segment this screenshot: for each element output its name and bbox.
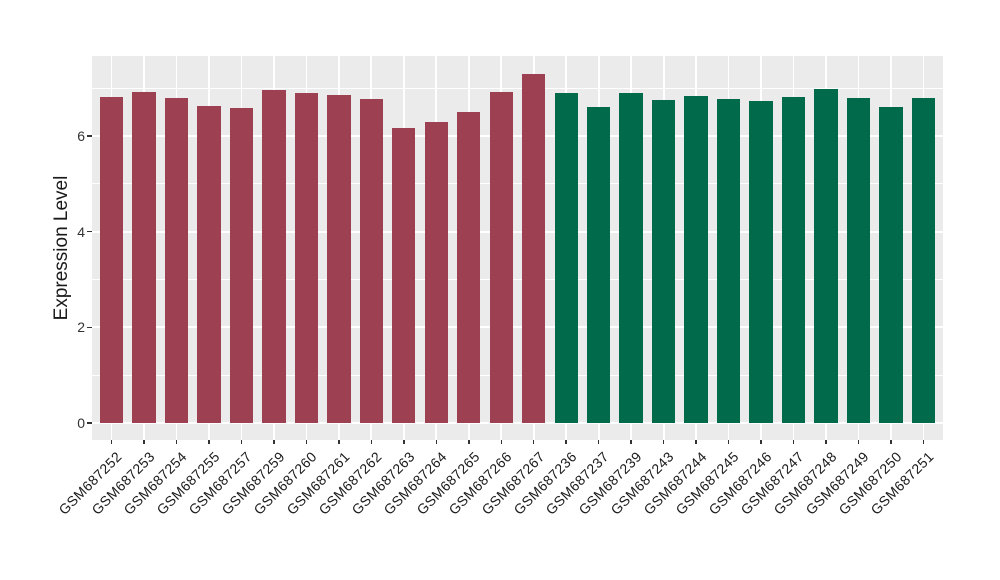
x-tick-mark bbox=[143, 440, 145, 444]
x-tick-mark bbox=[922, 440, 925, 444]
bar-GSM687249 bbox=[846, 97, 871, 423]
bar-GSM687260 bbox=[294, 92, 319, 423]
y-tick-mark bbox=[87, 230, 92, 233]
x-tick-mark bbox=[662, 440, 665, 444]
bar-GSM687252 bbox=[99, 96, 124, 423]
y-tick-label: 0 bbox=[77, 415, 85, 431]
bar-GSM687254 bbox=[164, 97, 189, 423]
bar-GSM687244 bbox=[684, 95, 708, 423]
x-tick-mark bbox=[338, 440, 340, 444]
bar-GSM687253 bbox=[132, 91, 156, 423]
bar-GSM687246 bbox=[749, 101, 773, 423]
gridline-y-major bbox=[92, 135, 943, 137]
x-tick-mark bbox=[597, 440, 600, 444]
bar-GSM687266 bbox=[489, 92, 513, 423]
x-tick-mark bbox=[760, 440, 762, 444]
x-tick-mark bbox=[500, 440, 502, 444]
x-tick-mark bbox=[403, 440, 405, 444]
y-tick-label: 2 bbox=[77, 319, 85, 336]
x-tick-mark bbox=[305, 440, 308, 444]
gridline-y-major bbox=[92, 326, 943, 329]
x-tick-mark bbox=[565, 440, 567, 444]
bar-GSM687236 bbox=[554, 92, 578, 423]
x-tick-mark bbox=[175, 440, 178, 444]
y-tick-mark bbox=[87, 326, 92, 329]
bar-GSM687248 bbox=[814, 89, 838, 423]
x-tick-mark bbox=[240, 440, 243, 444]
bar-GSM687245 bbox=[716, 99, 741, 423]
y-tick-label: 4 bbox=[77, 223, 85, 240]
bar-GSM687267 bbox=[522, 73, 546, 423]
bar-GSM687237 bbox=[587, 107, 611, 423]
gridline-y-minor bbox=[92, 374, 943, 376]
bar-GSM687243 bbox=[651, 100, 676, 423]
x-tick-mark bbox=[532, 440, 535, 444]
bar-GSM687264 bbox=[424, 121, 448, 423]
bar-GSM687247 bbox=[781, 96, 806, 423]
x-tick-mark bbox=[273, 440, 275, 444]
bar-GSM687250 bbox=[879, 106, 903, 423]
x-tick-mark bbox=[792, 440, 795, 444]
x-tick-mark bbox=[890, 440, 892, 444]
x-tick-mark bbox=[825, 440, 827, 444]
bar-GSM687265 bbox=[457, 111, 481, 423]
gridline-y-minor bbox=[92, 279, 943, 280]
bar-GSM687263 bbox=[392, 128, 416, 423]
gridline-y-minor bbox=[92, 87, 943, 89]
bar-GSM687257 bbox=[229, 107, 254, 423]
x-tick-mark bbox=[370, 440, 373, 444]
bar-GSM687259 bbox=[262, 90, 286, 423]
x-tick-mark bbox=[727, 440, 730, 444]
bar-GSM687239 bbox=[619, 92, 643, 423]
gridline-y-minor bbox=[92, 183, 943, 185]
plot-panel bbox=[92, 56, 943, 440]
bar-GSM687261 bbox=[327, 94, 351, 423]
bar-GSM687255 bbox=[197, 105, 221, 423]
x-tick-mark bbox=[110, 440, 113, 444]
bar-GSM687262 bbox=[359, 98, 384, 423]
gridline-y-major bbox=[92, 422, 943, 424]
x-tick-mark bbox=[468, 440, 470, 444]
bar-GSM687251 bbox=[911, 98, 936, 423]
x-tick-mark bbox=[435, 440, 438, 444]
y-tick-mark bbox=[87, 422, 92, 424]
y-axis-title: Expression Level bbox=[51, 175, 72, 321]
y-tick-label: 6 bbox=[77, 128, 85, 145]
gridline-y-major bbox=[92, 230, 943, 233]
x-tick-mark bbox=[208, 440, 210, 444]
x-tick-mark bbox=[630, 440, 632, 444]
x-tick-mark bbox=[695, 440, 697, 444]
y-tick-mark bbox=[87, 135, 92, 137]
x-tick-mark bbox=[857, 440, 860, 444]
